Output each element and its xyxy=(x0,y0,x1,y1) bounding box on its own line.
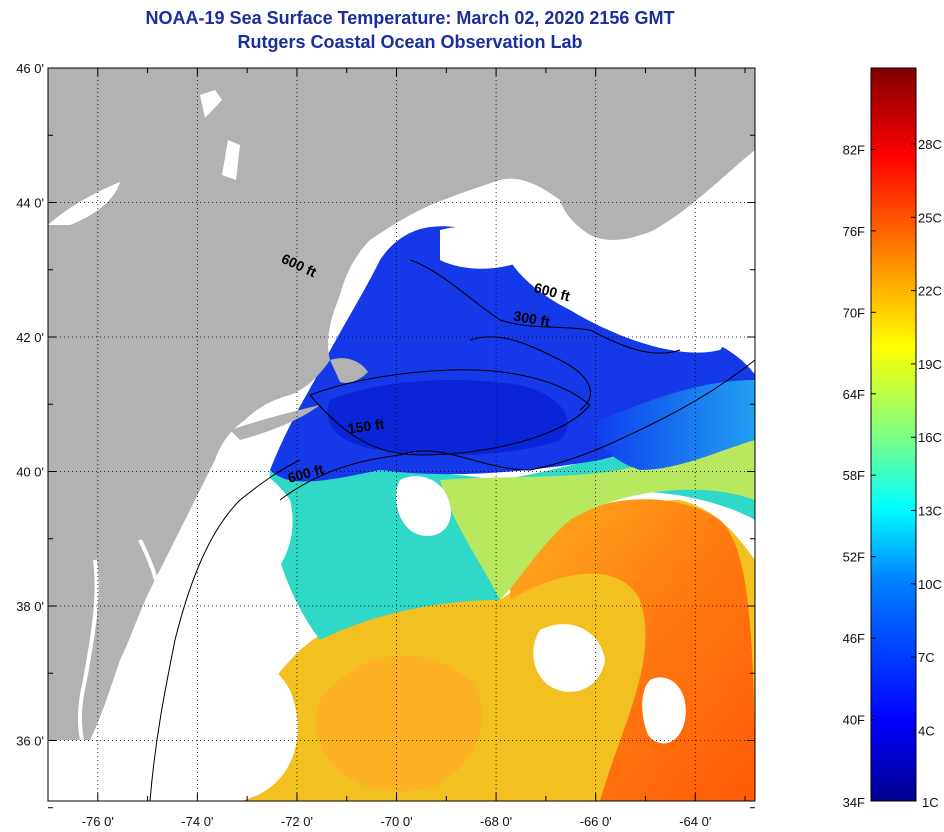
colorbar-f-label: 70F xyxy=(843,305,865,320)
nova-scotia-land xyxy=(560,85,755,240)
cloud-patch xyxy=(396,476,451,536)
colorbar-f-label: 82F xyxy=(843,142,865,157)
bathymetry-contours xyxy=(149,259,755,801)
cloud-patch xyxy=(642,677,686,744)
lat-tick-label: 42 0' xyxy=(16,330,44,345)
colorbar-f-label: 40F xyxy=(843,713,865,728)
contour-label: 150 ft xyxy=(347,416,386,437)
colorbar-f-label: 76F xyxy=(843,224,865,239)
lake xyxy=(200,90,222,118)
map-frame xyxy=(47,67,756,802)
colorbar-gradient xyxy=(870,67,917,802)
lon-tick-label: -70 0' xyxy=(380,814,412,829)
colorbar-c-label: 22C xyxy=(918,284,942,299)
colorbar-f-label: 64F xyxy=(843,387,865,402)
chesapeake-bay xyxy=(77,559,99,741)
lat-tick-label: 46 0' xyxy=(16,61,44,76)
lake-ontario xyxy=(48,182,120,225)
lat-tick-label: 44 0' xyxy=(16,195,44,210)
map-title: NOAA-19 Sea Surface Temperature: March 0… xyxy=(145,8,675,28)
delaware-bay xyxy=(138,539,162,601)
colorbar: 82F 76F 70F 64F 58F 52F 46F 40F 28C 25C 22C 19C 16C 1… xyxy=(843,67,942,810)
long-island-land xyxy=(230,405,320,440)
slope-water-region xyxy=(440,430,755,600)
longitude-axis: -76 0' -74 0' -72 0' -70 0' -68 0' -66 0' -64 … xyxy=(47,68,746,829)
colorbar-min-c-label: 1C xyxy=(922,795,939,810)
colorbar-f-label: 52F xyxy=(843,550,865,565)
lat-tick-label: 36 0' xyxy=(16,733,44,748)
lat-tick-label: 38 0' xyxy=(16,599,44,614)
latitude-axis: 46 0' 44 0' 42 0' 40 0' 38 0' 36 0' xyxy=(16,61,755,809)
cloud-patch xyxy=(533,624,605,692)
lon-tick-label: -68 0' xyxy=(480,814,512,829)
colorbar-c-label: 16C xyxy=(918,430,942,445)
lon-tick-label: -76 0' xyxy=(82,814,114,829)
lat-tick-label: 40 0' xyxy=(16,464,44,479)
lon-tick-label: -72 0' xyxy=(281,814,313,829)
lon-tick-label: -64 0' xyxy=(679,814,711,829)
lon-tick-label: -74 0' xyxy=(181,814,213,829)
lon-tick-label: -66 0' xyxy=(580,814,612,829)
colorbar-c-label: 4C xyxy=(918,723,935,738)
cloud-patch xyxy=(500,228,724,353)
warm-patch xyxy=(316,655,482,792)
colorbar-c-label: 10C xyxy=(918,577,942,592)
colorbar-c-label: 25C xyxy=(918,210,942,225)
north-america-land xyxy=(48,68,755,740)
colorbar-c-label: 28C xyxy=(918,137,942,152)
colorbar-c-label: 7C xyxy=(918,650,935,665)
colorbar-c-label: 13C xyxy=(918,504,942,519)
colorbar-f-label: 46F xyxy=(843,631,865,646)
colorbar-c-label: 19C xyxy=(918,357,942,372)
contour-label: 300 ft xyxy=(512,308,551,330)
colorbar-min-f-label: 34F xyxy=(843,795,865,810)
lake xyxy=(222,140,240,180)
cloud-patch xyxy=(150,632,298,801)
gulf-stream-eddy xyxy=(510,499,755,801)
colorbar-f-label: 58F xyxy=(843,468,865,483)
cloud-patch xyxy=(200,457,293,590)
map-subtitle: Rutgers Coastal Ocean Observation Lab xyxy=(237,32,583,52)
cape-cod-land xyxy=(330,358,368,383)
georges-bank-water xyxy=(327,380,568,456)
cyan-filament xyxy=(597,380,755,470)
